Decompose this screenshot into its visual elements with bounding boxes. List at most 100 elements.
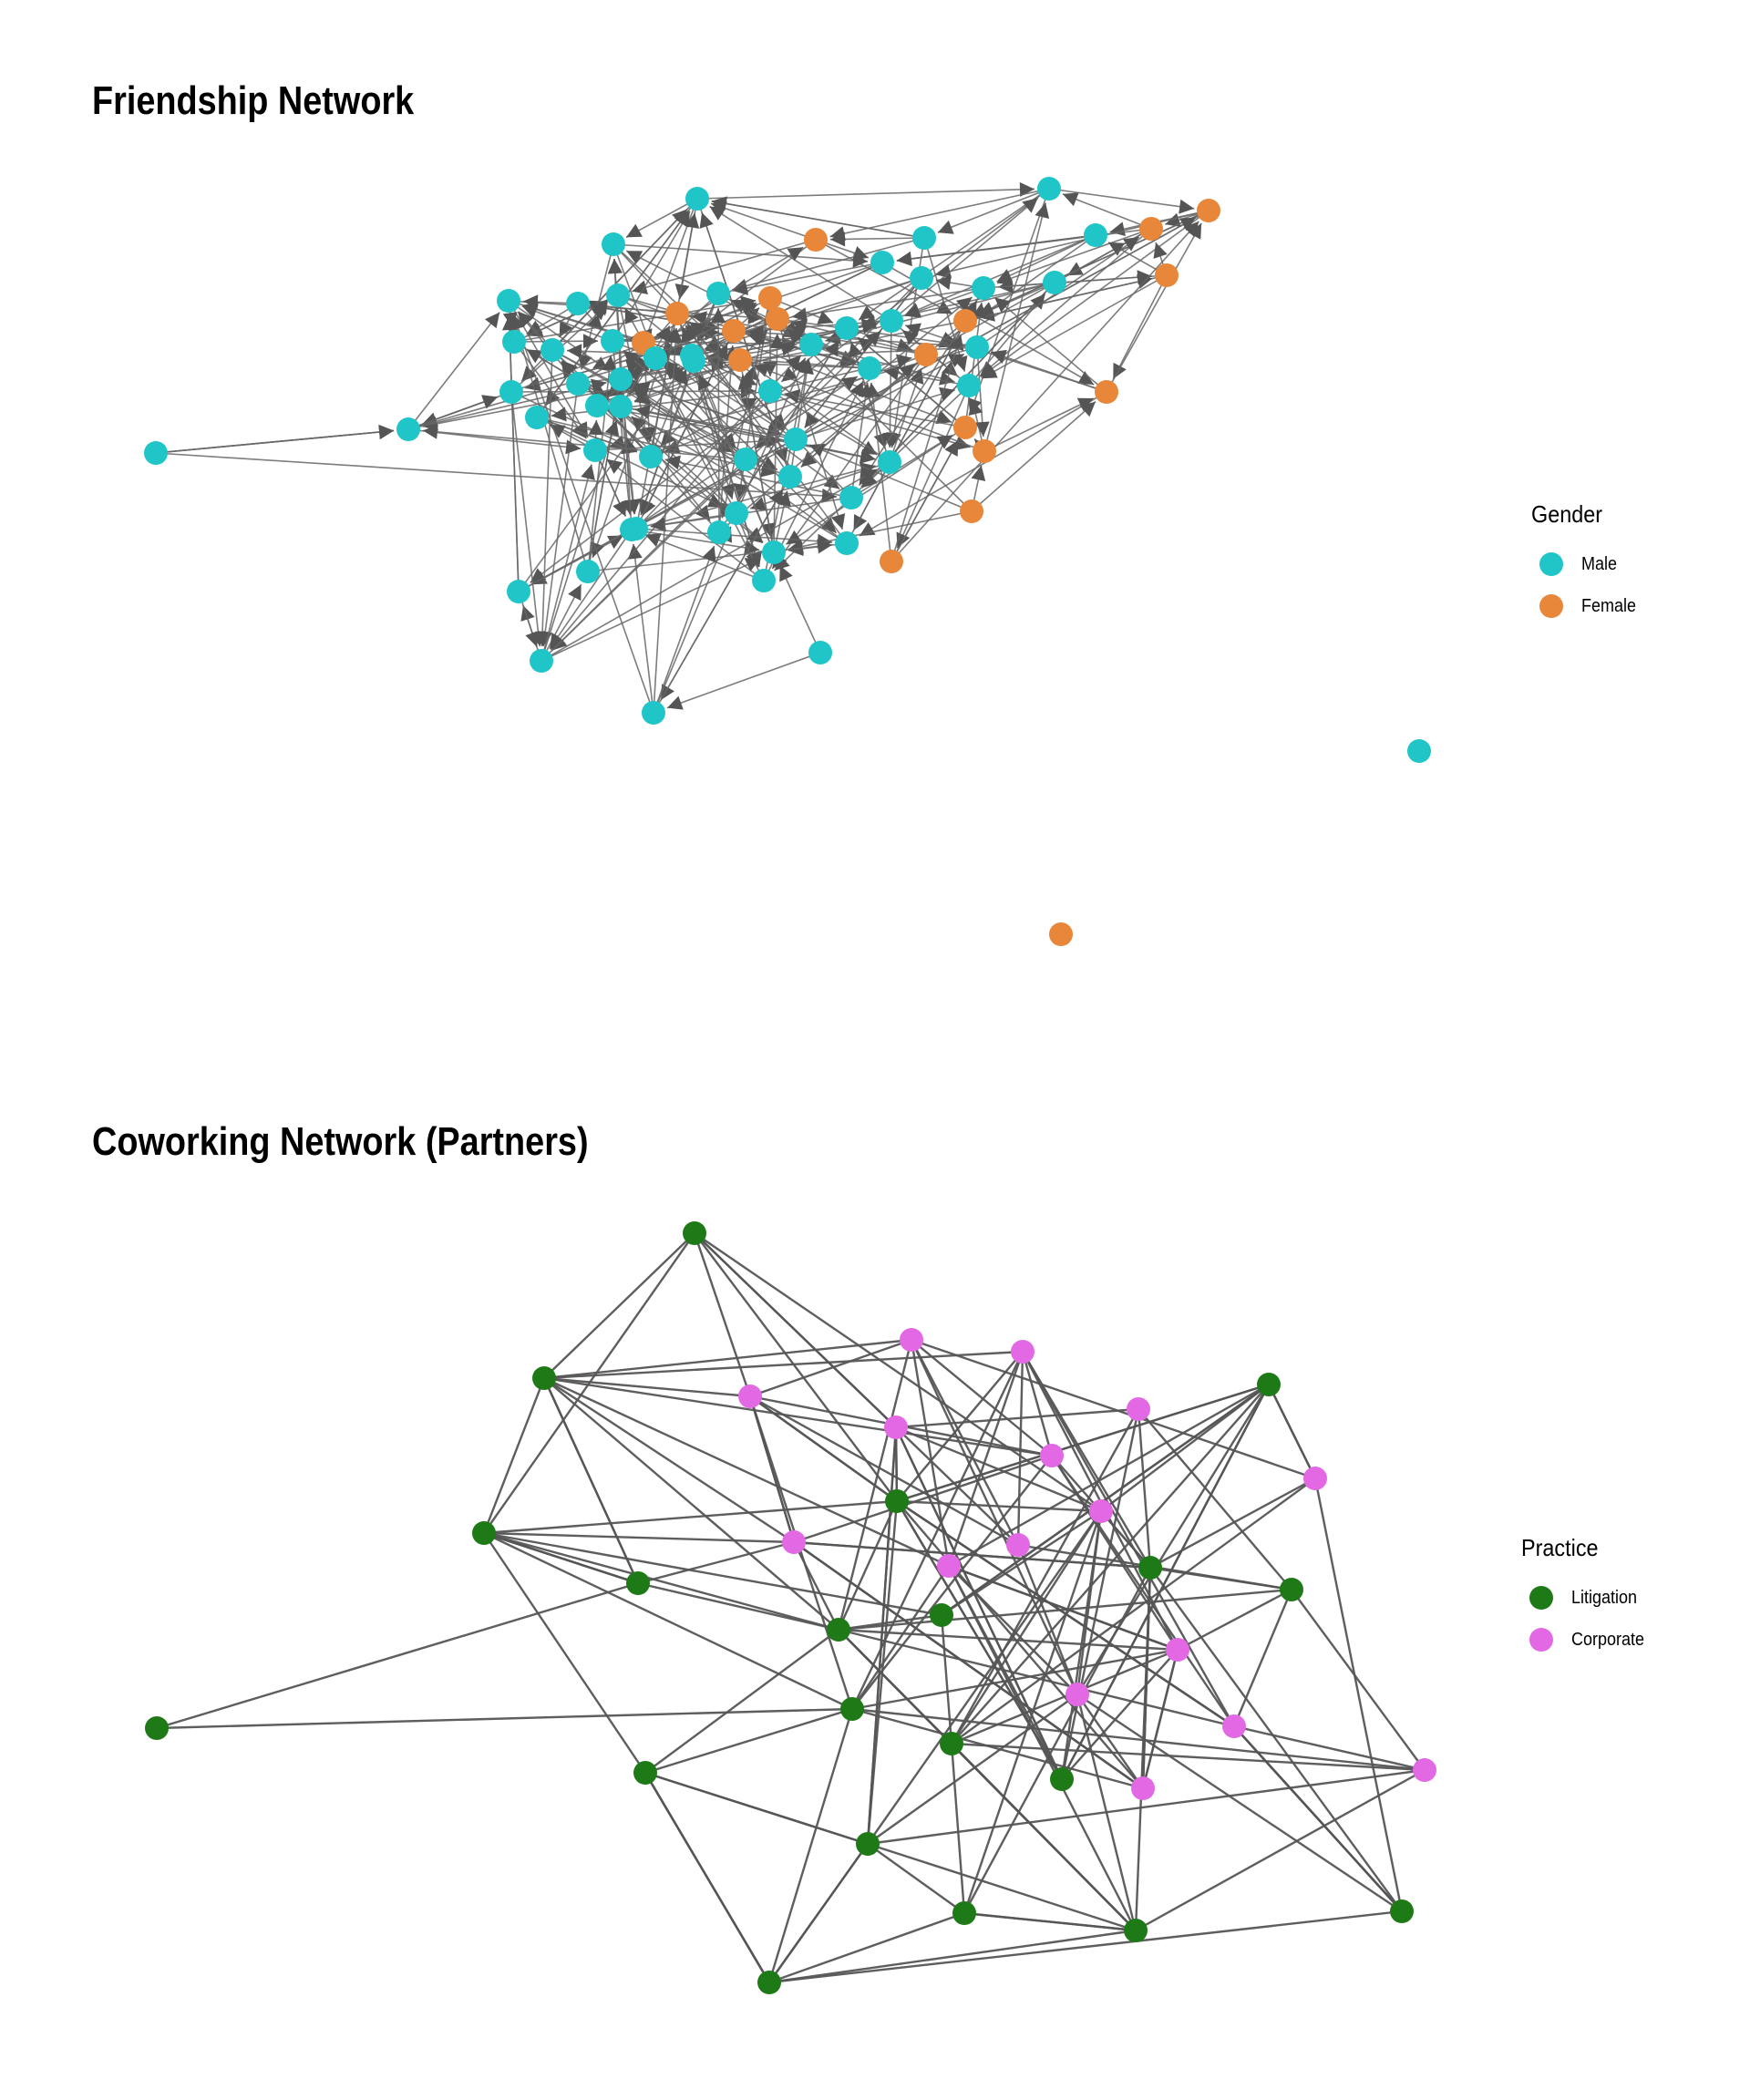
coworking-edge xyxy=(542,1377,640,1584)
corporate-node xyxy=(900,1328,923,1352)
coworking-edge xyxy=(941,1509,1102,1617)
coworking-edge xyxy=(768,1910,1403,1984)
male-node xyxy=(870,251,894,274)
coworking-edge xyxy=(543,1350,1024,1380)
coworking-edge xyxy=(644,1629,839,1774)
friendship-edge xyxy=(996,228,1152,285)
corporate-node xyxy=(1065,1683,1089,1706)
coworking-edge xyxy=(895,1500,1064,1780)
friendship-edge xyxy=(859,391,1107,537)
coworking-edge xyxy=(1177,1588,1292,1652)
friendship-edge xyxy=(606,458,765,582)
male-node xyxy=(566,292,590,315)
coworking-edge xyxy=(1233,1724,1426,1772)
friendship-edge xyxy=(789,358,814,478)
male-node xyxy=(620,518,643,541)
coworking-edge xyxy=(1021,1351,1054,1457)
friendship-edge xyxy=(935,210,1210,279)
male-node xyxy=(583,438,607,462)
male-node xyxy=(609,367,633,391)
male-node xyxy=(835,316,859,340)
litigation-node xyxy=(930,1603,953,1627)
coworking-edge xyxy=(911,1338,1316,1480)
friendship-edge xyxy=(990,349,1107,393)
coworking-edge xyxy=(156,1581,639,1730)
female-node xyxy=(1197,199,1220,222)
friendship-edge xyxy=(653,489,784,714)
friendship-edge xyxy=(634,405,797,440)
friendship-edge xyxy=(513,300,605,343)
corporate-node xyxy=(937,1554,961,1578)
coworking-edge xyxy=(1149,1477,1316,1570)
friendship-edge xyxy=(540,468,878,662)
coworking-edge xyxy=(1134,1567,1152,1931)
friendship-edge xyxy=(407,359,642,430)
coworking-edge xyxy=(896,1383,1270,1503)
coworking-edge xyxy=(543,1338,912,1380)
coworking-edge xyxy=(1061,1649,1179,1780)
friendship-edge xyxy=(983,397,1094,452)
litigation-node xyxy=(1257,1373,1281,1396)
male-node xyxy=(1037,177,1061,201)
friendship-edge xyxy=(155,425,395,454)
female-node xyxy=(1155,263,1179,287)
corporate-legend-label: Corporate xyxy=(1571,1629,1645,1650)
friendship-edge xyxy=(1106,222,1202,393)
coworking-edges xyxy=(156,1232,1426,1984)
friendship-edge xyxy=(890,335,964,562)
friendship-edge xyxy=(980,210,1210,378)
female-node xyxy=(914,343,938,366)
friendship-edge xyxy=(536,417,638,455)
coworking-edge xyxy=(694,1232,898,1502)
coworking-edge xyxy=(895,1407,1139,1429)
male-node xyxy=(707,520,731,544)
coworking-edge xyxy=(1100,1384,1270,1512)
coworking-edge xyxy=(896,1500,1144,1789)
female-node xyxy=(953,416,977,439)
coworking-edge xyxy=(910,1339,1079,1695)
legend-item-corporate: Corporate xyxy=(1521,1619,1652,1661)
friendship-edges xyxy=(155,181,1210,714)
friendship-edge xyxy=(890,439,959,562)
coworking-edge xyxy=(483,1532,646,1774)
coworking-edge xyxy=(693,1232,752,1397)
male-node xyxy=(878,450,901,474)
coworking-edge xyxy=(1076,1693,1138,1931)
coworking-network-title: Coworking Network (Partners) xyxy=(92,1119,589,1164)
litigation-legend-swatch xyxy=(1529,1586,1553,1610)
legend-item-male: Male xyxy=(1531,543,1642,585)
male-node xyxy=(499,380,523,404)
friendship-edge xyxy=(709,205,892,322)
male-node xyxy=(682,349,705,373)
friendship-edge xyxy=(829,232,925,247)
coworking-edge xyxy=(950,1743,966,1914)
male-node xyxy=(497,289,520,313)
friendship-edge xyxy=(660,359,741,447)
male-legend-swatch xyxy=(1539,552,1563,576)
corporate-node xyxy=(1011,1340,1035,1364)
coworking-edge xyxy=(483,1531,853,1711)
litigation-node xyxy=(1050,1767,1074,1791)
coworking-edge xyxy=(768,1843,869,1983)
friendship-edge xyxy=(889,367,924,463)
male-node xyxy=(839,486,863,510)
litigation-node xyxy=(952,1901,976,1925)
coworking-edge xyxy=(793,1541,1144,1789)
corporate-node xyxy=(1166,1638,1189,1662)
male-node xyxy=(585,394,609,417)
male-node xyxy=(784,427,808,451)
coworking-edge xyxy=(851,1707,1144,1790)
friendship-edge xyxy=(974,346,990,438)
friendship-edge xyxy=(631,529,760,555)
male-node xyxy=(396,417,420,441)
friendship-edge xyxy=(983,270,1153,289)
female-node xyxy=(804,228,828,252)
friendship-edge xyxy=(510,391,546,647)
coworking-edge xyxy=(950,1510,1103,1745)
coworking-edge xyxy=(838,1628,1179,1652)
male-node xyxy=(1407,739,1431,763)
coworking-edge xyxy=(1313,1477,1404,1912)
male-node xyxy=(576,560,600,583)
gender-legend-title: Gender xyxy=(1531,500,1603,528)
male-node xyxy=(957,374,981,397)
